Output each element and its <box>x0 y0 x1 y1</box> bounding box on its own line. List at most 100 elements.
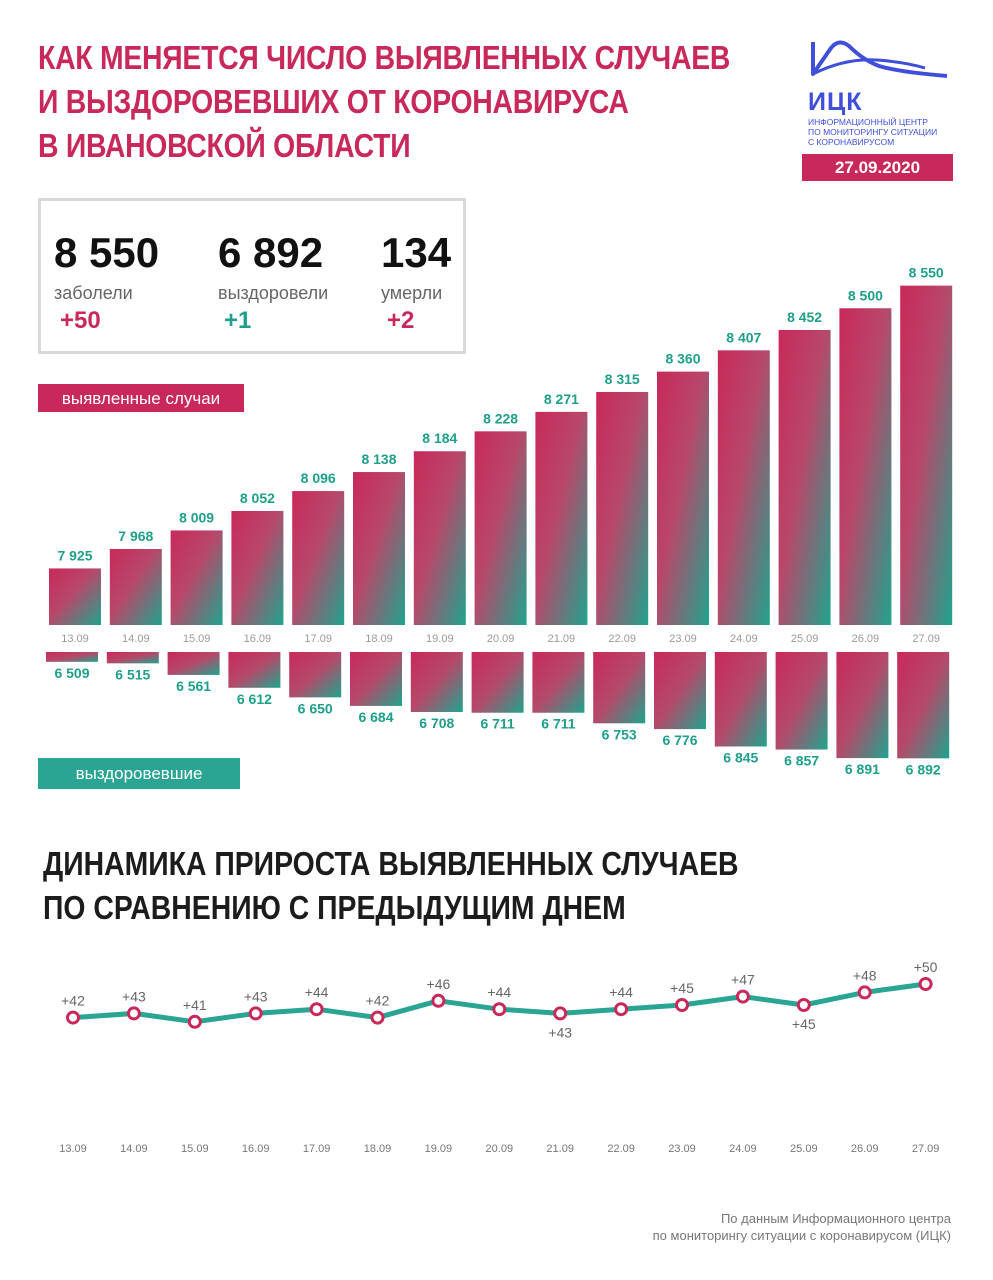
growth-date-label: 19.09 <box>425 1143 453 1155</box>
date-tick-label: 14.09 <box>122 633 150 645</box>
cases-value-label: 8 550 <box>909 265 944 281</box>
main-title: КАК МЕНЯЕТСЯ ЧИСЛО ВЫЯВЛЕННЫХ СЛУЧАЕВ И … <box>38 36 730 168</box>
stat-value: 8 550 <box>54 229 160 276</box>
stat-label: заболели <box>54 283 133 303</box>
date-badge: 27.09.2020 <box>802 154 953 181</box>
growth-point <box>796 998 811 1012</box>
recovered-value-label: 6 891 <box>845 761 880 777</box>
growth-value-label: +43 <box>122 988 146 1004</box>
recovered-value-label: 6 892 <box>906 761 941 777</box>
wave-logo-icon <box>811 40 948 78</box>
recovered-value-label: 6 509 <box>54 665 89 681</box>
recovered-value-label: 6 711 <box>541 716 575 732</box>
date-tick-label: 13.09 <box>61 633 89 645</box>
cases-bar <box>231 510 284 625</box>
recovered-value-label: 6 776 <box>662 732 697 748</box>
cases-bar <box>900 285 953 625</box>
growth-value-label: +44 <box>305 984 329 1000</box>
growth-date-label: 27.09 <box>912 1143 940 1155</box>
cases-bar <box>292 491 345 625</box>
recovered-value-label: 6 845 <box>723 750 758 766</box>
title-line: В ИВАНОВСКОЙ ОБЛАСТИ <box>38 127 411 164</box>
date-tick-label: 25.09 <box>791 633 819 645</box>
cases-value-label: 8 500 <box>848 287 883 303</box>
stat-delta: +1 <box>224 307 252 334</box>
growth-date-label: 17.09 <box>303 1143 331 1155</box>
growth-value-label: +42 <box>366 993 390 1009</box>
recovered-value-label: 6 684 <box>358 709 393 725</box>
growth-point <box>248 1006 263 1021</box>
recovered-value-label: 6 708 <box>419 715 454 731</box>
logo-subtitle-line: Информационный центр <box>808 117 928 127</box>
growth-value-label: +44 <box>487 984 511 1000</box>
growth-point <box>66 1010 80 1025</box>
growth-line <box>72 981 926 1025</box>
growth-point <box>918 977 933 991</box>
recovered-value-label: 6 753 <box>602 726 637 742</box>
recovered-bar <box>775 652 828 750</box>
growth-value-label: +46 <box>427 976 451 992</box>
recovered-value-label: 6 711 <box>480 716 514 732</box>
stat-value: 6 892 <box>218 229 324 276</box>
recovered-value-label: 6 650 <box>298 700 333 716</box>
date-tick-label: 21.09 <box>548 633 576 645</box>
date-tick-label: 23.09 <box>669 633 697 645</box>
recovered-value-label: 6 561 <box>176 678 211 694</box>
growth-value-label: +50 <box>914 959 938 975</box>
growth-value-label: +41 <box>183 997 207 1013</box>
bar-chart: 7 925 13.09 6 509 7 968 14.09 6 515 8 009 15.09… <box>46 265 953 777</box>
cases-value-label: 8 228 <box>483 410 518 426</box>
recovered-bar <box>532 652 585 713</box>
cases-value-label: 8 184 <box>422 430 457 446</box>
stat-delta: +2 <box>387 307 415 334</box>
date-tick-label: 18.09 <box>365 633 393 645</box>
growth-date-label: 15.09 <box>181 1143 209 1155</box>
recovered-bar <box>106 652 159 664</box>
growth-point <box>614 1002 629 1017</box>
cases-bar <box>474 431 527 625</box>
growth-date-label: 18.09 <box>364 1143 392 1155</box>
growth-date-label: 26.09 <box>851 1143 879 1155</box>
recovered-bar <box>228 652 281 688</box>
recovered-bar <box>593 652 646 724</box>
growth-point <box>431 993 446 1008</box>
recovered-bar <box>897 652 950 759</box>
stat-cases: 8 550 заболели +50 <box>54 229 159 335</box>
growth-point <box>126 1006 141 1021</box>
growth-point <box>492 1002 507 1017</box>
cases-bar <box>353 472 405 625</box>
logo-name: ИЦК <box>808 88 863 116</box>
growth-value-label: +45 <box>792 1016 816 1032</box>
growth-value-label: +43 <box>244 988 268 1004</box>
growth-date-label: 14.09 <box>120 1143 148 1155</box>
cases-bar <box>49 568 101 625</box>
cases-bar <box>717 350 770 625</box>
source-note: По данным Информационного центра по мони… <box>653 1210 951 1244</box>
stat-value: 134 <box>381 229 452 276</box>
date-tick-label: 22.09 <box>608 633 636 645</box>
growth-point <box>553 1006 568 1021</box>
growth-date-label: 21.09 <box>546 1143 574 1155</box>
growth-date-label: 24.09 <box>729 1143 757 1155</box>
stat-deaths: 134 умерли +2 <box>381 229 451 335</box>
date-tick-label: 17.09 <box>304 633 332 645</box>
recovered-value-label: 6 515 <box>115 666 150 682</box>
date-tick-label: 16.09 <box>244 633 272 645</box>
growth-value-label: +45 <box>670 980 694 996</box>
growth-chart-title: ДИНАМИКА ПРИРОСТА ВЫЯВЛЕННЫХ СЛУЧАЕВ ПО … <box>43 842 739 930</box>
cases-label: выявленные случаи <box>38 384 244 412</box>
growth-value-label: +48 <box>853 967 877 983</box>
cases-bar <box>596 391 649 625</box>
cases-bar <box>413 451 466 625</box>
stat-recovered: 6 892 выздоровели +1 <box>218 229 328 335</box>
growth-date-label: 25.09 <box>790 1143 818 1155</box>
recovered-bar <box>471 652 524 713</box>
growth-point <box>187 1014 202 1029</box>
growth-date-label: 13.09 <box>59 1143 87 1155</box>
cases-value-label: 8 452 <box>787 309 822 325</box>
logo-subtitle: Информационный центр по мониторингу ситу… <box>808 117 968 147</box>
recovered-value-label: 6 857 <box>784 753 819 769</box>
subtitle-line: ПО СРАВНЕНИЮ С ПРЕДЫДУЩИМ ДНЕМ <box>43 889 626 926</box>
growth-point <box>370 1010 385 1025</box>
recovered-bar <box>410 652 463 712</box>
